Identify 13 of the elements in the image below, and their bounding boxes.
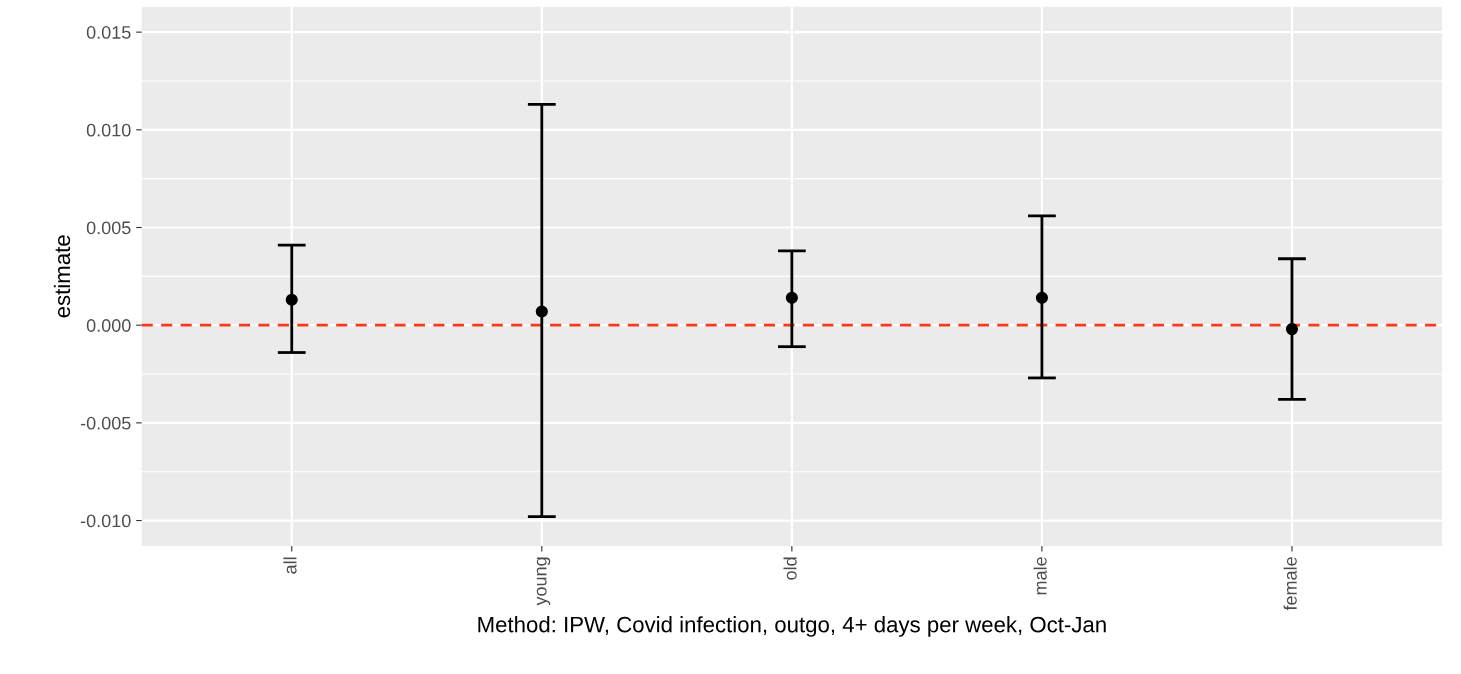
x-tick-label: female (1283, 557, 1297, 611)
y-tick-label: -0.010 (80, 514, 131, 528)
y-tick-label: 0.005 (86, 221, 131, 235)
x-tick-label: male (1033, 557, 1047, 595)
y-tick-label: 0.000 (86, 319, 131, 332)
y-tick-label: 0.015 (86, 26, 131, 39)
y-tick-label: -0.005 (80, 416, 131, 430)
x-axis-title: Method: IPW, Covid infection, outgo, 4+ days per week, Oct-Jan (478, 616, 1106, 637)
x-tick-label: young (536, 557, 551, 606)
x-tick-label: all (283, 557, 297, 574)
y-tick-label: 0.010 (86, 123, 131, 137)
x-tick-label: old (783, 557, 797, 580)
y-axis-title: estimate (53, 235, 71, 318)
